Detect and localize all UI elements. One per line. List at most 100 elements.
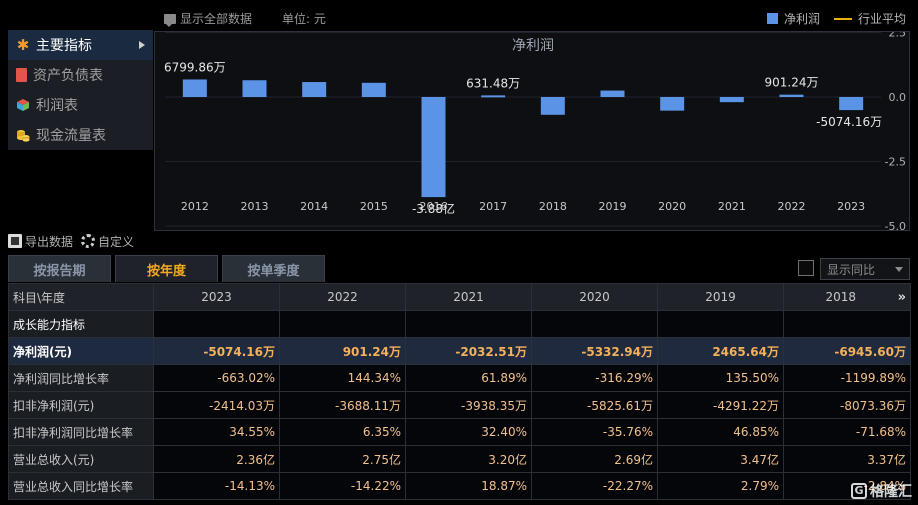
table-row[interactable]: 营业总收入同比增长率 -14.13% -14.22% 18.87% -22.27% 2.7… xyxy=(8,472,911,500)
x-tick-label: 2021 xyxy=(718,200,746,213)
table-cell: -3938.35万 xyxy=(405,391,532,419)
table-header-row: 科目\年度 2023 2022 2021 2020 2019 2018 » xyxy=(8,283,911,311)
gear-icon xyxy=(81,234,96,248)
table-row[interactable]: 营业总收入(元) 2.36亿 2.75亿 3.20亿 2.69亿 3.47亿 3.37亿 xyxy=(8,445,911,473)
table-cell: -6945.60万 xyxy=(783,337,911,365)
table-cell: 6.35% xyxy=(279,418,406,446)
chart-bar xyxy=(481,95,506,98)
tab-by-quarter[interactable]: 按单季度 xyxy=(222,255,325,282)
y-tick-label: -5.0 xyxy=(885,220,906,232)
table-row[interactable]: 净利润同比增长率 -663.02% 144.34% 61.89% -316.29% 135… xyxy=(8,364,911,392)
header-year[interactable]: 2022 xyxy=(279,283,406,311)
table-cell: 3.20亿 xyxy=(405,445,532,473)
table-cell: -71.68% xyxy=(783,418,911,446)
table-cell: 3.37亿 xyxy=(783,445,911,473)
chart-canvas: 净利润 2.5 0.0 -2.5 -5.0 2012 2013 2014 2015 2016 201… xyxy=(164,32,907,232)
legend-industry-avg: 行业平均 xyxy=(857,12,906,26)
nav-item-income-statement[interactable]: 利润表 xyxy=(8,90,153,120)
legend-line-swatch xyxy=(833,17,852,20)
table-cell: 135.50% xyxy=(657,364,784,392)
chart-bar xyxy=(361,82,386,97)
table-cell: -5332.94万 xyxy=(531,337,658,365)
chevron-down-icon xyxy=(895,267,903,272)
data-label: -5074.16万 xyxy=(816,115,882,129)
x-tick-label: 2018 xyxy=(539,200,567,213)
table-cell: -2032.51万 xyxy=(405,337,532,365)
customize-button[interactable]: 自定义 xyxy=(81,233,134,250)
show-all-data-toggle[interactable]: 显示全部数据 xyxy=(164,10,252,27)
table-cell xyxy=(531,310,658,338)
table-cell: -35.76% xyxy=(531,418,658,446)
table-cell: -2.84% xyxy=(783,472,911,500)
show-all-label: 显示全部数据 xyxy=(180,12,253,26)
table-cell: -14.13% xyxy=(153,472,280,500)
row-label: 净利润(元) xyxy=(8,337,154,365)
y-tick-label: 2.5 xyxy=(889,32,907,40)
unit-label: 单位: 元 xyxy=(282,12,326,26)
excel-icon xyxy=(8,234,22,248)
chart-bar xyxy=(242,80,267,97)
table-cell: 18.87% xyxy=(405,472,532,500)
chart-bar xyxy=(600,90,625,97)
table-cell: -3688.11万 xyxy=(279,391,406,419)
tab-by-year[interactable]: 按年度 xyxy=(115,255,218,282)
yoy-select-value: 显示同比 xyxy=(827,262,876,277)
header-year[interactable]: 2023 xyxy=(153,283,280,311)
more-columns-icon[interactable]: » xyxy=(897,289,906,305)
header-year[interactable]: 2021 xyxy=(405,283,532,311)
header-year[interactable]: 2020 xyxy=(531,283,658,311)
brand-logo-icon: G xyxy=(851,483,867,499)
gelonghui-watermark: G 格隆汇 xyxy=(851,481,912,501)
chevron-right-icon xyxy=(139,41,145,49)
top-toolbar: 显示全部数据 单位: 元 净利润 行业平均 xyxy=(0,0,918,30)
nav-item-main-indicators[interactable]: ✱ 主要指标 xyxy=(8,30,153,60)
section-row: 成长能力指标 xyxy=(8,310,911,338)
x-tick-label: 2015 xyxy=(360,200,388,213)
row-label: 净利润同比增长率 xyxy=(8,364,154,392)
yoy-select[interactable]: 显示同比 xyxy=(820,258,910,280)
table-cell xyxy=(405,310,532,338)
table-cell: 61.89% xyxy=(405,364,532,392)
table-cell xyxy=(783,310,911,338)
chart-bar xyxy=(421,97,446,198)
header-year[interactable]: 2018 xyxy=(825,289,857,304)
x-tick-label: 2020 xyxy=(658,200,686,213)
table-row[interactable]: 扣非净利润同比增长率 34.55% 6.35% 32.40% -35.76% 46.85%… xyxy=(8,418,911,446)
nav-item-label: 现金流量表 xyxy=(36,128,106,144)
chart-bar xyxy=(660,97,685,111)
table-row[interactable]: 净利润(元) -5074.16万 901.24万 -2032.51万 -5332.94万… xyxy=(8,337,911,365)
table-cell: -14.22% xyxy=(279,472,406,500)
table-cell: -4291.22万 xyxy=(657,391,784,419)
table-cell: 34.55% xyxy=(153,418,280,446)
coins-icon xyxy=(17,130,30,142)
table-cell xyxy=(657,310,784,338)
table-cell: -22.27% xyxy=(531,472,658,500)
table-cell: 2.69亿 xyxy=(531,445,658,473)
table-cell: -1199.89% xyxy=(783,364,911,392)
statement-nav: ✱ 主要指标 资产负债表 利润表 现金流量表 xyxy=(8,30,153,150)
table-cell: 32.40% xyxy=(405,418,532,446)
legend-bar-swatch xyxy=(766,13,778,24)
table-cell: 2.79% xyxy=(657,472,784,500)
nav-item-balance-sheet[interactable]: 资产负债表 xyxy=(8,60,153,90)
data-label: 6799.86万 xyxy=(164,60,226,74)
row-label: 扣非净利润(元) xyxy=(8,391,154,419)
x-tick-label: 2019 xyxy=(599,200,627,213)
yoy-checkbox[interactable] xyxy=(798,260,814,276)
y-tick-label: 0.0 xyxy=(889,91,907,104)
asterisk-icon: ✱ xyxy=(16,36,30,54)
chart-bar xyxy=(302,82,327,97)
table-cell xyxy=(153,310,280,338)
tab-by-report-period[interactable]: 按报告期 xyxy=(8,255,111,282)
x-tick-label: 2012 xyxy=(181,200,209,213)
legend-net-profit: 净利润 xyxy=(783,12,820,26)
x-tick-label: 2017 xyxy=(479,200,507,213)
x-tick-label: 2023 xyxy=(837,200,865,213)
table-row[interactable]: 扣非净利润(元) -2414.03万 -3688.11万 -3938.35万 -5825… xyxy=(8,391,911,419)
nav-item-cash-flow[interactable]: 现金流量表 xyxy=(8,120,153,150)
y-tick-label: -2.5 xyxy=(885,156,906,169)
export-data-button[interactable]: 导出数据 xyxy=(8,233,73,250)
header-year[interactable]: 2019 xyxy=(657,283,784,311)
chart-bar xyxy=(182,79,207,97)
nav-item-label: 主要指标 xyxy=(36,38,92,54)
